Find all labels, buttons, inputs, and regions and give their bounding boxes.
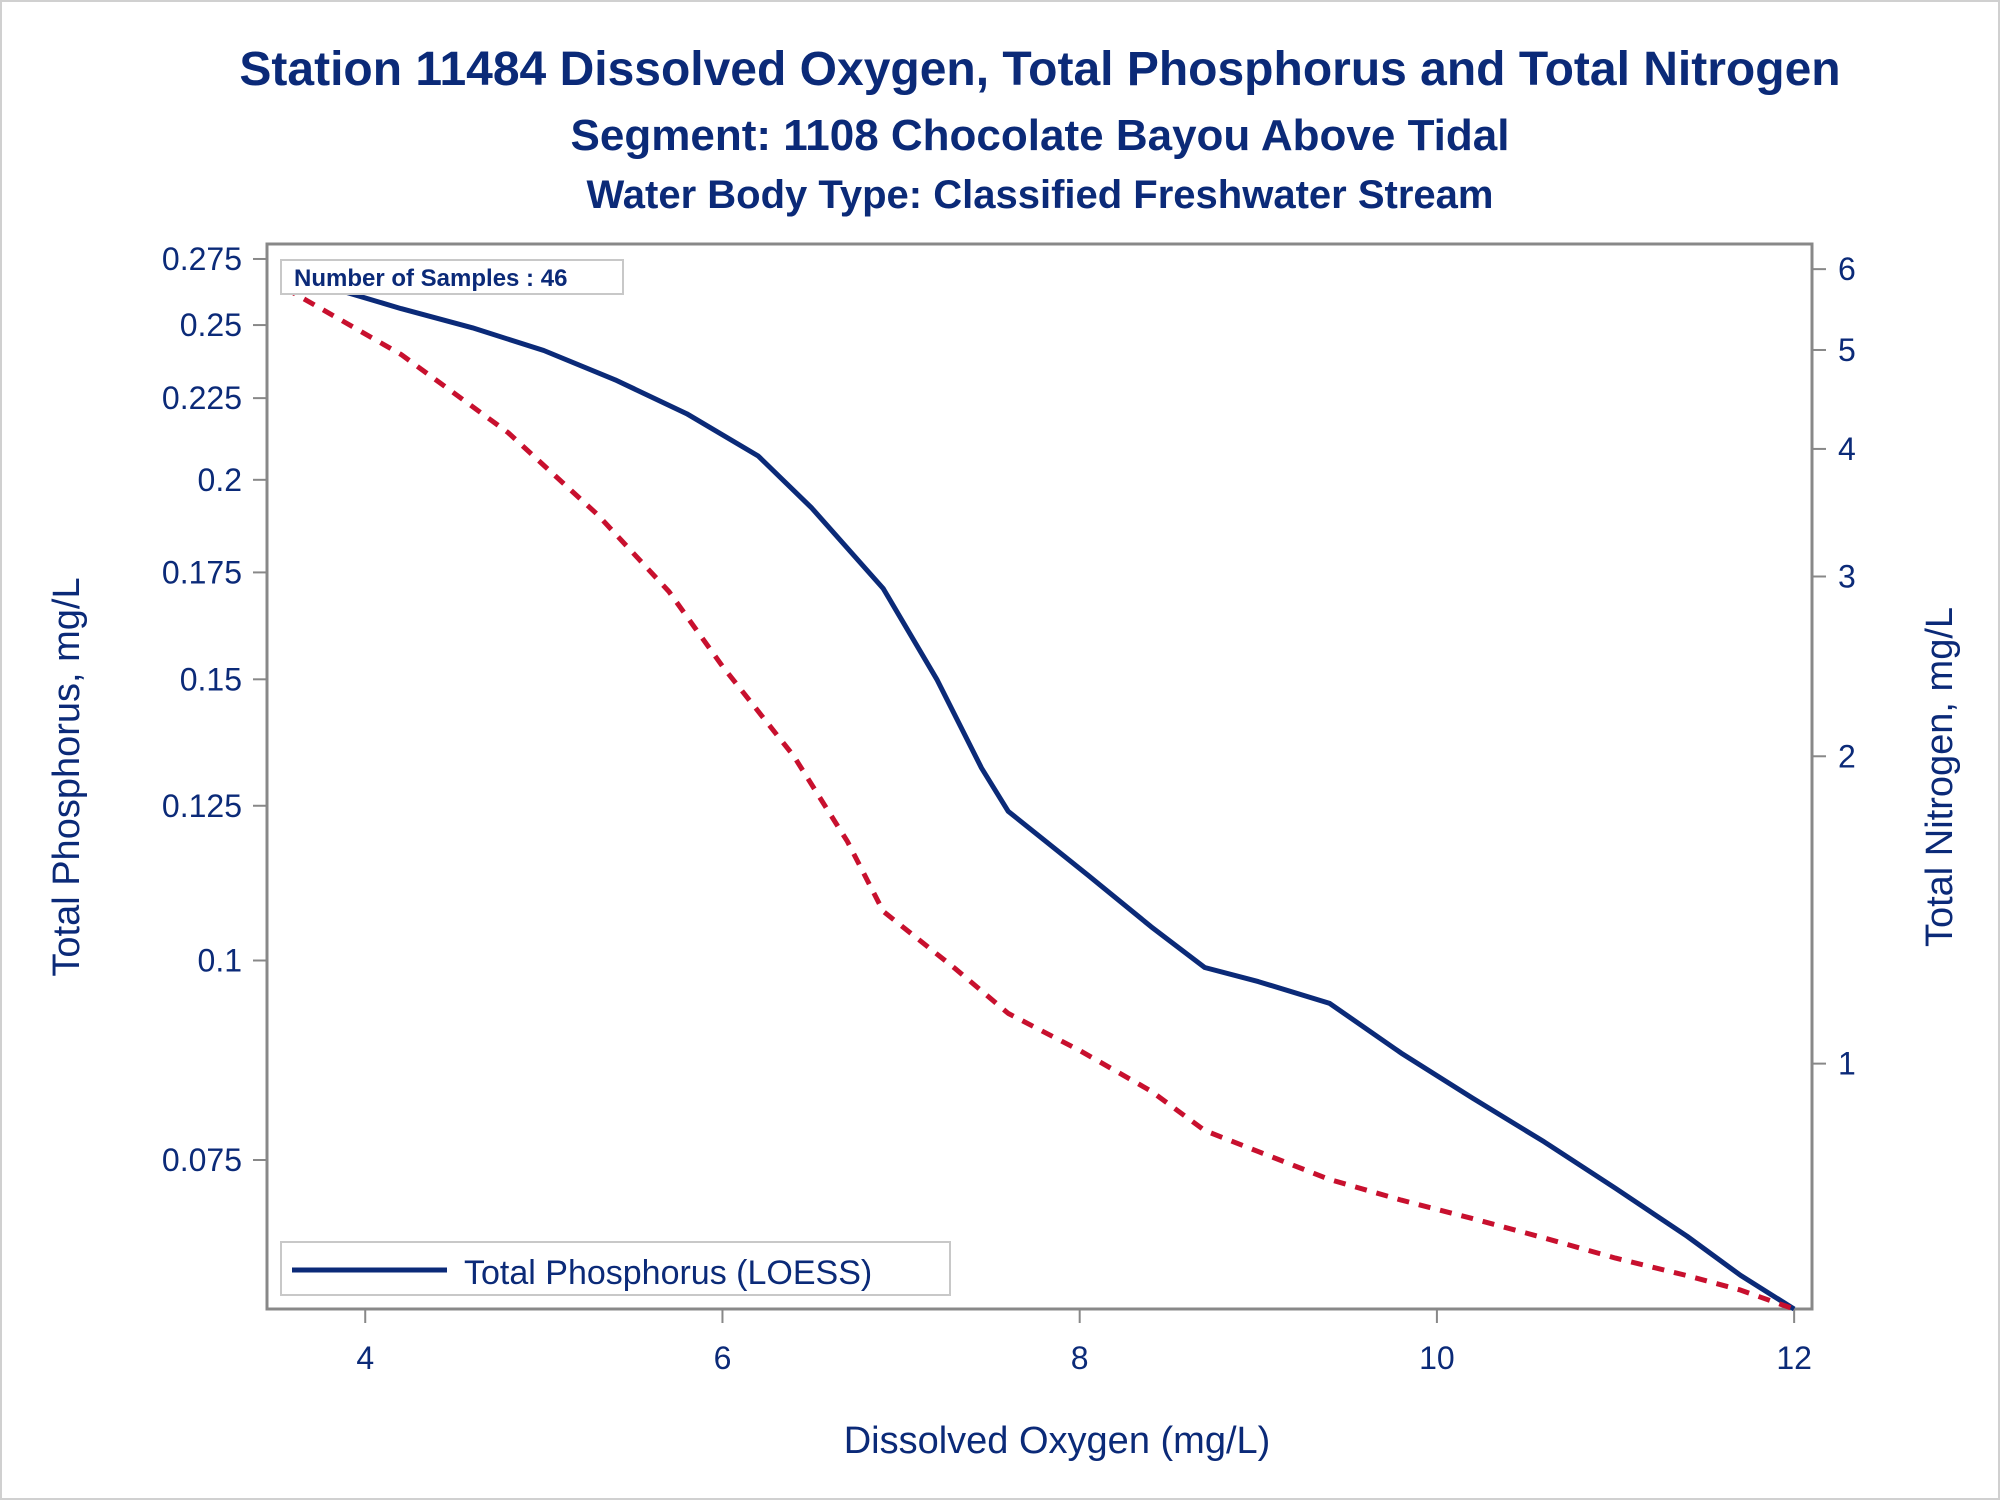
y2-tick-label: 2 (1838, 738, 1856, 774)
total-phosphorus-line (284, 274, 1796, 1312)
y-tick-label: 0.25 (180, 307, 242, 343)
sample-count-inset: Number of Samples : 46 (280, 259, 624, 295)
y2-tick-label: 4 (1838, 431, 1856, 467)
y2-tick-label: 6 (1838, 251, 1856, 287)
legend: Total Phosphorus (LOESS) (280, 1241, 951, 1296)
y-tick-label: 0.15 (180, 661, 242, 697)
x-axis-label: Dissolved Oxygen (mg/L) (844, 1420, 1271, 1462)
chart-subtitle: Segment: 1108 Chocolate Bayou Above Tida… (571, 111, 1510, 160)
y-axis-label: Total Phosphorus, mg/L (46, 577, 88, 976)
total-nitrogen-line (283, 285, 1795, 1312)
sample-count-box (280, 259, 624, 295)
y2-tick-label: 1 (1838, 1046, 1856, 1082)
y2-tick-label: 3 (1838, 558, 1856, 594)
plot-frame (265, 242, 1814, 1311)
y-tick-label: 0.2 (198, 462, 242, 498)
y-tick-label: 0.075 (162, 1142, 242, 1178)
y-tick-label: 0.225 (162, 380, 242, 416)
y-tick-label: 0.275 (162, 241, 242, 277)
x-tick-label: 10 (1419, 1340, 1455, 1376)
tick-layer: 4 6 8 10 120.0750.10.1250.150.1750.20.2250.2… (162, 241, 1856, 1376)
y2-tick-label: 5 (1838, 332, 1856, 368)
x-tick-label: 6 (714, 1340, 732, 1376)
y2-axis-label: Total Nitrogen, mg/L (1919, 607, 1961, 947)
legend-label-phosphorus: Total Phosphorus (LOESS) (464, 1254, 872, 1292)
x-tick-label: 8 (1071, 1340, 1089, 1376)
y-tick-label: 0.1 (198, 943, 242, 979)
series-layer (283, 274, 1796, 1312)
chart-title: Station 11484 Dissolved Oxygen, Total Ph… (239, 43, 1840, 96)
y-tick-label: 0.125 (162, 788, 242, 824)
x-tick-label: 4 (356, 1340, 374, 1376)
chart-subtitle-2: Water Body Type: Classified Freshwater S… (587, 173, 1494, 217)
sample-count-text: Number of Samples : 46 (294, 265, 567, 292)
x-tick-label: 12 (1776, 1340, 1812, 1376)
y-tick-label: 0.175 (162, 554, 242, 590)
